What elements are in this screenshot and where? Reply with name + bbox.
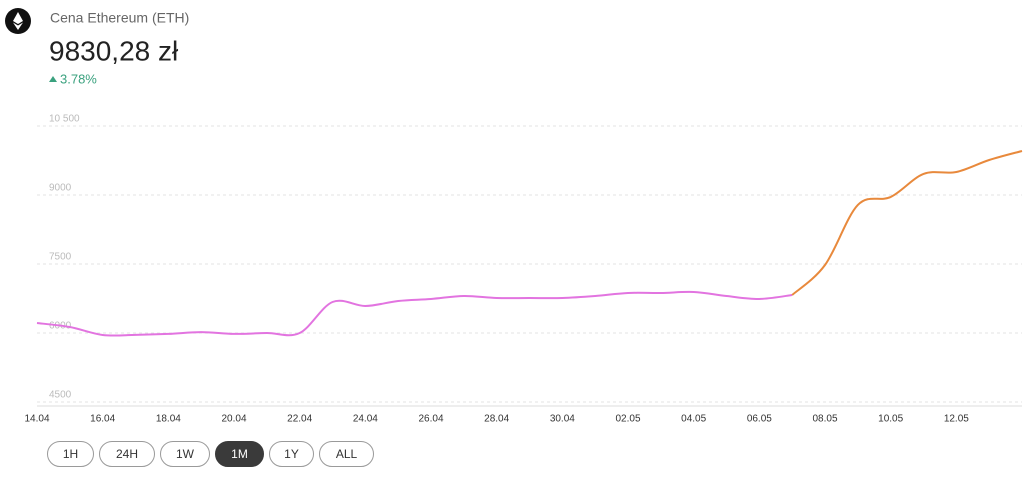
y-tick-label: 4500 bbox=[49, 390, 72, 401]
y-tick-label: 10 500 bbox=[49, 114, 80, 125]
range-button[interactable]: 1H bbox=[47, 441, 94, 467]
x-tick-label: 04.05 bbox=[681, 414, 706, 425]
x-tick-label: 02.05 bbox=[615, 414, 640, 425]
price-line bbox=[36, 290, 793, 337]
range-button[interactable]: ALL bbox=[319, 441, 374, 467]
change: 3.78% bbox=[60, 71, 97, 86]
eth-icon-top bbox=[13, 12, 23, 24]
x-tick-label: 08.05 bbox=[812, 414, 837, 425]
x-tick-label: 20.04 bbox=[221, 414, 246, 425]
x-tick-label: 26.04 bbox=[418, 414, 443, 425]
x-tick-label: 18.04 bbox=[156, 414, 181, 425]
range-button[interactable]: 24H bbox=[99, 441, 155, 467]
eth-icon-bottom bbox=[13, 22, 23, 30]
x-tick-label: 16.04 bbox=[90, 414, 115, 425]
price-line bbox=[791, 150, 1023, 296]
x-tick-label: 30.04 bbox=[550, 414, 575, 425]
x-tick-label: 28.04 bbox=[484, 414, 509, 425]
price: 9830,28 zł bbox=[49, 35, 179, 66]
y-tick-label: 9000 bbox=[49, 183, 72, 194]
x-tick-label: 24.04 bbox=[353, 414, 378, 425]
range-buttons: 1H 24H 1W 1M 1Y ALL bbox=[47, 441, 374, 467]
x-tick-label: 12.05 bbox=[944, 414, 969, 425]
title: Cena Ethereum (ETH) bbox=[50, 10, 189, 26]
x-tick-label: 10.05 bbox=[878, 414, 903, 425]
range-button[interactable]: 1Y bbox=[269, 441, 314, 467]
x-tick-label: 14.04 bbox=[24, 414, 49, 425]
range-button[interactable]: 1W bbox=[160, 441, 210, 467]
y-tick-label: 7500 bbox=[49, 252, 72, 263]
up-arrow bbox=[49, 76, 57, 82]
x-tick-label: 06.05 bbox=[747, 414, 772, 425]
x-tick-label: 22.04 bbox=[287, 414, 312, 425]
range-button[interactable]: 1M bbox=[215, 441, 264, 467]
